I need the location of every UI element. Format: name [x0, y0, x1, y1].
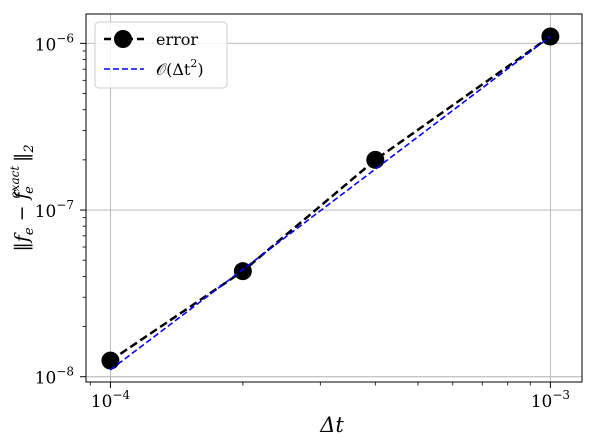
- x-axis-label: Δt: [319, 413, 344, 437]
- legend-entry-error: error: [104, 30, 198, 49]
- legend-error-label: error: [156, 30, 198, 49]
- y-tick-label: 10−6: [35, 31, 74, 55]
- legend-entry-order: 𝒪(Δt2): [104, 57, 204, 79]
- y-tick-label: 10−7: [35, 198, 74, 222]
- order-reference-line: [109, 35, 551, 371]
- legend-error-marker: [114, 30, 132, 48]
- x-tick-label: 10−4: [91, 388, 131, 412]
- plot-series: [101, 27, 560, 371]
- legend-order-label: 𝒪(Δt2): [156, 57, 204, 79]
- axis-ticks: 10−4 10−3 10−8 10−7 10−6: [35, 31, 570, 412]
- plot-frame: [85, 13, 583, 383]
- legend: error 𝒪(Δt2): [94, 21, 228, 89]
- error-data-point: [366, 150, 385, 169]
- error-series-line: [109, 35, 552, 362]
- error-data-point: [101, 351, 120, 370]
- y-tick-label: 10−8: [35, 365, 74, 389]
- x-tick-label: 10−3: [531, 388, 570, 412]
- y-axis-label: ‖fe − fexacte‖2: [8, 144, 37, 251]
- minor-ticks: [82, 50, 531, 386]
